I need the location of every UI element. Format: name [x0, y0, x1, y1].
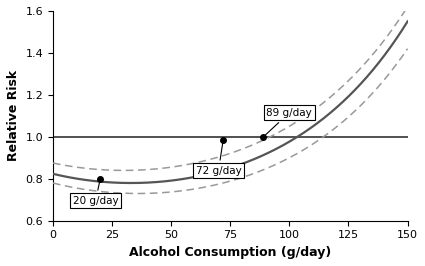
Text: 72 g/day: 72 g/day — [196, 143, 241, 176]
Y-axis label: Relative Risk: Relative Risk — [7, 70, 20, 161]
Text: 89 g/day: 89 g/day — [265, 108, 312, 135]
X-axis label: Alcohol Consumption (g/day): Alcohol Consumption (g/day) — [129, 246, 332, 259]
Text: 20 g/day: 20 g/day — [73, 181, 118, 206]
